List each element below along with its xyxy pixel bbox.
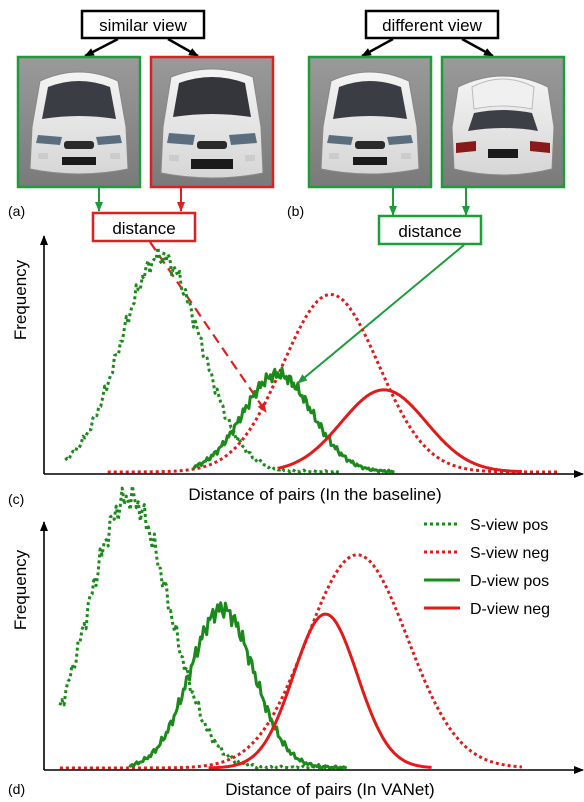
chart-d-legend: S-view pos S-view neg D-view pos D-view … — [424, 517, 550, 618]
legend-label: S-view pos — [470, 517, 548, 534]
chart-d-ylabel: Frequency — [11, 549, 30, 630]
legend-label: D-view neg — [470, 601, 550, 618]
chart-c-xlabel: Distance of pairs (In the baseline) — [188, 485, 441, 504]
legend-label: D-view pos — [470, 573, 549, 590]
tag-b: (b) — [287, 203, 304, 219]
chart-c-ylabel: Frequency — [11, 259, 30, 340]
car-front-icon — [160, 68, 264, 179]
similar-arrow-right — [167, 37, 199, 58]
different-arrow-left — [361, 37, 394, 58]
series-line-d-pos — [192, 366, 395, 474]
similar-arrow-left — [84, 37, 119, 58]
chart-d-tag: (d) — [8, 781, 25, 797]
similar-view-text: similar view — [99, 16, 188, 35]
chart-d-series-group — [58, 484, 523, 770]
series-line-s-pos — [64, 245, 342, 474]
series-line-d-pos — [128, 601, 348, 770]
series-line-s-neg — [59, 553, 523, 770]
legend-item-s-view-pos: S-view pos — [424, 517, 548, 534]
legend-item-s-view-neg: S-view neg — [424, 545, 549, 562]
chart-d-xlabel: Distance of pairs (In VANet) — [225, 780, 434, 799]
car-image-3 — [307, 55, 433, 189]
distance-box-left: distance — [91, 211, 197, 243]
different-view-label: different view — [364, 9, 500, 40]
legend-item-d-view-pos: D-view pos — [424, 573, 549, 590]
different-arrow-right — [461, 37, 494, 58]
chart-c-series-group — [64, 245, 560, 474]
car-rear-icon — [451, 75, 555, 176]
similar-view-label: similar view — [80, 9, 206, 40]
series-line-s-neg — [107, 292, 560, 474]
car-front-icon — [320, 71, 420, 175]
arrow-distance-to-sview — [149, 241, 267, 413]
series-line-s-pos — [58, 484, 342, 770]
car-image-2 — [149, 55, 275, 189]
arrow-distance-to-dview — [297, 244, 465, 384]
series-line-d-neg — [277, 388, 522, 474]
distance-text-left: distance — [112, 219, 175, 238]
series-line-d-neg — [208, 612, 432, 770]
chart-vanet: Frequency Distance of pairs (In VANet) (… — [8, 484, 584, 799]
car-image-1 — [16, 55, 142, 189]
legend-label: S-view neg — [470, 545, 549, 562]
chart-c-tag: (c) — [8, 491, 24, 507]
car-front-icon — [29, 71, 129, 175]
distance-text-right: distance — [398, 222, 461, 241]
distance-box-right: distance — [377, 214, 483, 246]
chart-baseline: Frequency Distance of pairs (In the base… — [8, 235, 584, 507]
different-view-text: different view — [382, 16, 483, 35]
car-image-4 — [440, 55, 566, 189]
tag-a: (a) — [8, 203, 25, 219]
legend-item-d-view-neg: D-view neg — [424, 601, 550, 618]
